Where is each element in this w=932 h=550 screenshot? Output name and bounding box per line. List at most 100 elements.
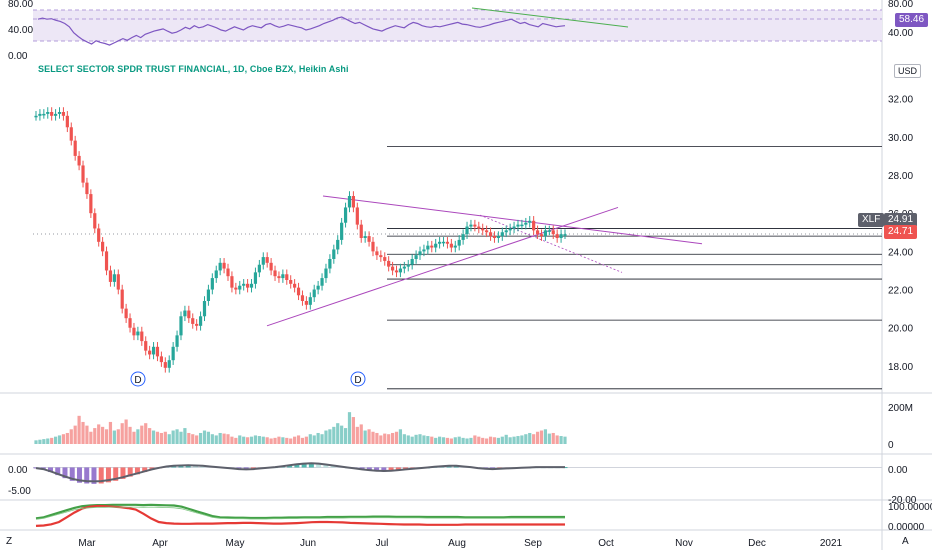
- candle-body: [434, 243, 438, 248]
- candle-body: [308, 297, 312, 305]
- candle-body: [159, 356, 163, 363]
- macd-right-tick: 0.00: [888, 465, 908, 476]
- candle-body: [559, 234, 563, 238]
- macd-left-tick: -5.00: [8, 486, 31, 497]
- candle-body: [539, 234, 544, 237]
- volume-bar: [57, 435, 62, 444]
- candle-body: [516, 224, 520, 227]
- candle-body: [532, 220, 536, 231]
- zoom-button[interactable]: Z: [6, 536, 13, 547]
- volume-bar: [202, 430, 207, 444]
- candle-body: [528, 220, 532, 223]
- candle-body: [465, 226, 469, 235]
- price-tick: 30.00: [888, 133, 913, 144]
- macd-signal-line: [35, 462, 565, 483]
- month-label: Nov: [675, 538, 693, 549]
- volume-bar: [285, 437, 289, 444]
- candle-body: [504, 230, 508, 233]
- price-tick: 20.00: [888, 324, 913, 335]
- volume-bar: [85, 425, 89, 444]
- volume-bar: [116, 429, 120, 444]
- candle-body: [387, 260, 391, 267]
- volume-bar: [89, 431, 93, 444]
- volume-bar: [136, 429, 140, 444]
- candle-body: [355, 207, 359, 225]
- volume-bar: [426, 436, 430, 444]
- volume-bar: [469, 437, 473, 444]
- candle-body: [226, 268, 230, 277]
- candle-body: [414, 255, 418, 259]
- volume-bar: [504, 434, 508, 444]
- dividend-marker: [130, 371, 146, 387]
- volume-bar: [430, 436, 434, 444]
- candle-body: [336, 239, 340, 250]
- volume-bar: [457, 436, 461, 444]
- macd-right-tick: -20.00: [888, 495, 917, 506]
- candle-body: [535, 230, 540, 235]
- volume-bar: [128, 426, 132, 444]
- volume-bar: [132, 431, 136, 444]
- volume-bar: [316, 432, 320, 444]
- volume-bar: [516, 436, 520, 444]
- volume-bar: [151, 430, 156, 444]
- macd-histogram-bar: [91, 467, 97, 484]
- candle-body: [300, 295, 305, 301]
- candle-body: [418, 251, 422, 256]
- volume-bar: [473, 435, 477, 444]
- volume-bar: [363, 430, 367, 444]
- candle-body: [89, 194, 93, 214]
- candle-body: [500, 232, 504, 237]
- volume-bar: [438, 436, 442, 444]
- volume-bar: [559, 436, 563, 444]
- volume-bar: [69, 429, 73, 444]
- candle-body: [390, 266, 395, 271]
- rsi-value-badge: 58.46: [895, 13, 929, 27]
- volume-bar: [210, 434, 214, 444]
- volume-bar: [332, 426, 336, 444]
- candle-body: [73, 140, 77, 156]
- volume-bar: [198, 432, 203, 444]
- trendline-upper: [322, 195, 703, 245]
- volume-bar: [390, 432, 395, 444]
- volume-bar: [230, 436, 234, 444]
- candle-body: [120, 289, 124, 309]
- auto-scale-button[interactable]: A: [902, 536, 909, 547]
- volume-bar: [77, 415, 81, 444]
- candle-body: [324, 268, 328, 279]
- volume-bar: [414, 434, 418, 444]
- macd-histogram-bar: [294, 463, 300, 468]
- symbol-badge: XLF: [858, 213, 885, 227]
- macd-histogram-bar: [308, 462, 314, 468]
- price-tick: 28.00: [888, 171, 913, 182]
- candle-body: [277, 276, 281, 279]
- candle-body: [171, 346, 175, 361]
- macd-histogram-bar: [127, 467, 133, 477]
- candle-body: [449, 243, 453, 248]
- volume-bar: [555, 435, 559, 444]
- rsi-left-tick: 80.00: [8, 0, 33, 10]
- candle-body: [394, 270, 399, 273]
- volume-bar: [422, 435, 426, 444]
- candle-body: [108, 270, 113, 282]
- chart-title: SELECT SECTOR SPDR TRUST FINANCIAL, 1D, …: [38, 64, 349, 74]
- candle-body: [218, 262, 222, 271]
- candle-body: [144, 341, 148, 351]
- volume-bar: [336, 423, 340, 444]
- volume-bar: [296, 435, 301, 444]
- volume-tick: 0: [888, 440, 894, 451]
- candle-body: [359, 224, 363, 238]
- candle-body: [473, 224, 477, 227]
- volume-bar: [359, 424, 363, 444]
- currency-label[interactable]: USD: [894, 64, 922, 78]
- trendline-lower: [266, 206, 619, 327]
- candle-body: [524, 222, 528, 225]
- month-label: Oct: [598, 538, 614, 549]
- candle-body: [116, 274, 120, 290]
- volume-bar: [500, 436, 504, 444]
- volume-bar: [42, 439, 46, 444]
- volume-bar: [253, 435, 258, 444]
- volume-bar: [93, 428, 97, 444]
- candle-body: [367, 236, 371, 242]
- month-label: Jul: [376, 538, 389, 549]
